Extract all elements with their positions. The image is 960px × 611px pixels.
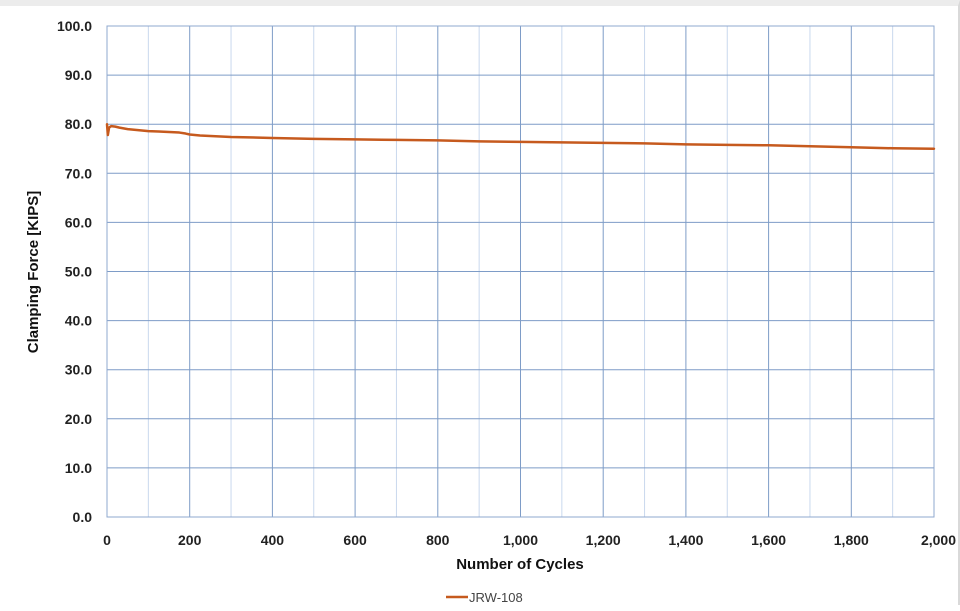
y-tick-label: 80.0 (65, 116, 92, 132)
major-gridlines (107, 26, 934, 517)
legend-label-jrw-108: JRW-108 (469, 590, 523, 605)
y-tick-label: 90.0 (65, 67, 92, 83)
x-tick-label: 1,400 (668, 532, 703, 548)
y-tick-label: 70.0 (65, 165, 92, 181)
x-axis-tick-labels: 0 200 400 600 800 1,000 1,200 1,400 1,600 1,800 2,… (103, 532, 956, 548)
y-axis-title: Clamping Force [KIPS] (25, 191, 42, 354)
x-tick-label: 1,000 (503, 532, 538, 548)
line-chart: 0.0 10.0 20.0 30.0 40.0 50.0 60.0 70.0 80.0 90.0 1… (25, 18, 956, 605)
y-tick-label: 60.0 (65, 214, 92, 230)
y-tick-label: 100.0 (57, 18, 92, 34)
x-tick-label: 1,800 (834, 532, 869, 548)
y-tick-label: 30.0 (65, 362, 92, 378)
x-tick-label: 0 (103, 532, 111, 548)
x-axis-title: Number of Cycles (456, 556, 584, 573)
x-tick-label: 800 (426, 532, 450, 548)
y-tick-label: 50.0 (65, 264, 92, 280)
x-tick-label: 600 (343, 532, 367, 548)
y-tick-label: 0.0 (73, 509, 93, 525)
series-layer (105, 122, 936, 150)
x-tick-label: 400 (261, 532, 285, 548)
x-tick-label: 2,000 (921, 532, 956, 548)
y-axis-tick-labels: 0.0 10.0 20.0 30.0 40.0 50.0 60.0 70.0 80.0 90.0 1… (57, 18, 92, 525)
y-tick-label: 40.0 (65, 313, 92, 329)
plot-area-border (106, 25, 935, 518)
x-tick-label: 200 (178, 532, 202, 548)
legend: JRW-108 (446, 590, 523, 605)
x-tick-label: 1,200 (586, 532, 621, 548)
series-line-jrw-108 (105, 122, 936, 150)
x-tick-label: 1,600 (751, 532, 786, 548)
y-tick-label: 20.0 (65, 411, 92, 427)
y-tick-label: 10.0 (65, 460, 92, 476)
